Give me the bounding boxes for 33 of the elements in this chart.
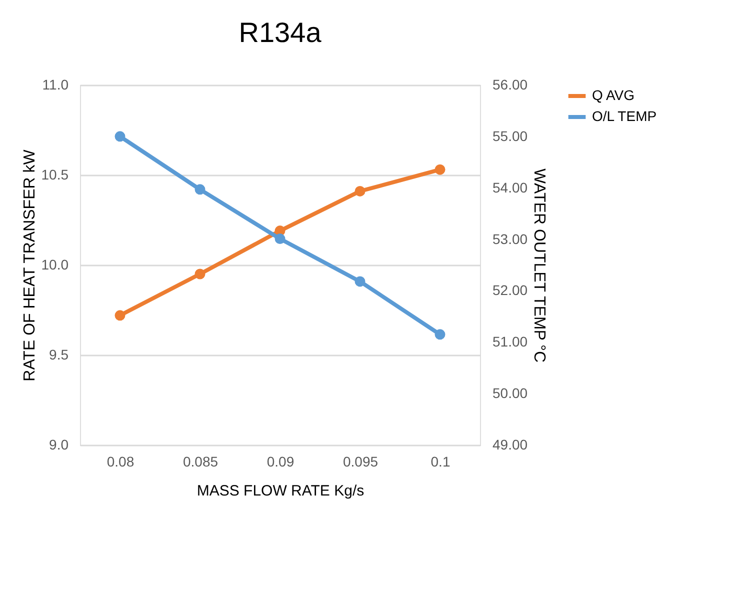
y2-tick-label: 56.00 (492, 76, 528, 92)
y2-tick-label: 49.00 (492, 436, 528, 452)
point (354, 276, 366, 287)
y-tick-label: 10.5 (41, 166, 69, 182)
point (434, 164, 446, 175)
point (114, 131, 126, 142)
x-tick-label: 0.1 (430, 454, 450, 470)
y2-tick-label: 55.00 (492, 128, 528, 144)
y2-tick-label: 52.00 (492, 282, 528, 298)
point (194, 184, 206, 195)
y-tick-label: 9.5 (49, 346, 69, 362)
x-tick-label: 0.095 (342, 454, 378, 470)
x-axis-title: MASS FLOW RATE Kg/s (196, 482, 364, 500)
x-tick-label: 0.09 (266, 454, 294, 470)
y-tick-label: 9.0 (49, 436, 69, 452)
y2-tick-label: 54.00 (492, 179, 528, 196)
point (194, 268, 206, 280)
point (114, 310, 126, 321)
y-tick-label: 11.0 (42, 76, 69, 92)
point (274, 234, 286, 244)
legend-label: Q AVG (592, 87, 635, 103)
y2-axis-title: WATER OUTLET TEMP °C (530, 168, 548, 362)
y2-tick-label: 51.00 (492, 334, 528, 350)
y-tick-label: 10.0 (41, 256, 69, 272)
legend-label: O/L TEMP (592, 108, 657, 124)
x-tick-label: 0.085 (182, 454, 218, 470)
y2-tick-label: 50.00 (492, 385, 528, 402)
point (434, 329, 446, 340)
chart-title: R134a (238, 17, 322, 48)
y-axis-title: RATE OF HEAT TRANSFER kW (21, 148, 38, 382)
x-tick-label: 0.08 (106, 454, 134, 470)
y2-tick-label: 53.00 (492, 230, 528, 247)
point (354, 186, 366, 196)
